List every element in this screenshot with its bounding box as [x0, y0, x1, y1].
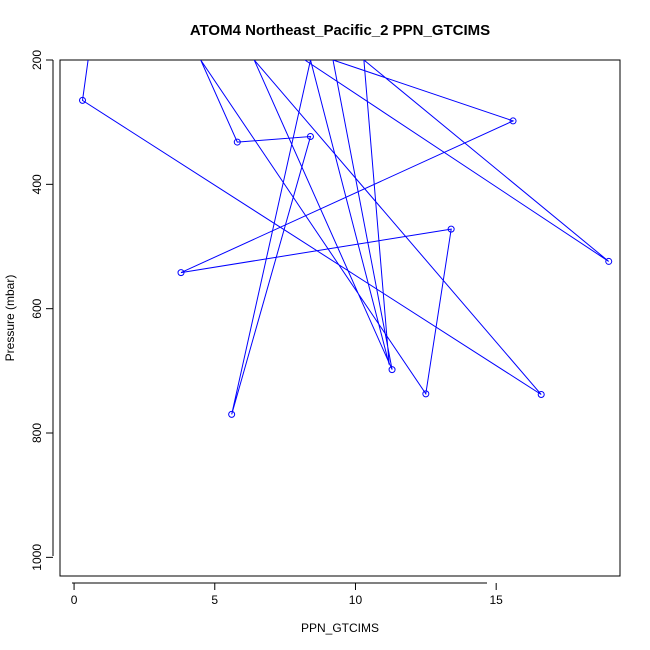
y-tick-label: 400 — [30, 174, 44, 194]
data-point — [306, 132, 314, 140]
series-layer — [81, 60, 610, 415]
data-point — [605, 257, 613, 265]
data-point — [447, 225, 455, 233]
marker-layer — [79, 96, 613, 418]
x-axis-label: PPN_GTCIMS — [301, 621, 379, 635]
data-point — [388, 366, 396, 374]
y-tick-label: 200 — [30, 50, 44, 70]
x-tick-label: 5 — [211, 593, 218, 607]
y-tick-label: 600 — [30, 298, 44, 318]
plot-frame — [59, 59, 621, 577]
data-point — [228, 410, 236, 418]
x-tick-label: 10 — [349, 593, 363, 607]
data-point — [509, 117, 517, 125]
y-ticks: 200 400 600 800 1000 — [30, 50, 53, 571]
y-axis-label: Pressure (mbar) — [3, 275, 17, 362]
y-tick-label: 800 — [30, 423, 44, 443]
y-tick-label: 1000 — [30, 544, 44, 571]
data-point — [233, 138, 241, 146]
series-line-1 — [81, 60, 610, 415]
data-point — [537, 390, 545, 398]
x-tick-label: 0 — [71, 593, 78, 607]
chart-title: ATOM4 Northeast_Pacific_2 PPN_GTCIMS — [190, 22, 490, 39]
data-point — [177, 269, 185, 277]
data-point — [79, 96, 87, 104]
x-ticks: 0 5 10 15 — [71, 583, 503, 607]
data-point — [422, 390, 430, 398]
x-tick-label: 15 — [490, 593, 504, 607]
